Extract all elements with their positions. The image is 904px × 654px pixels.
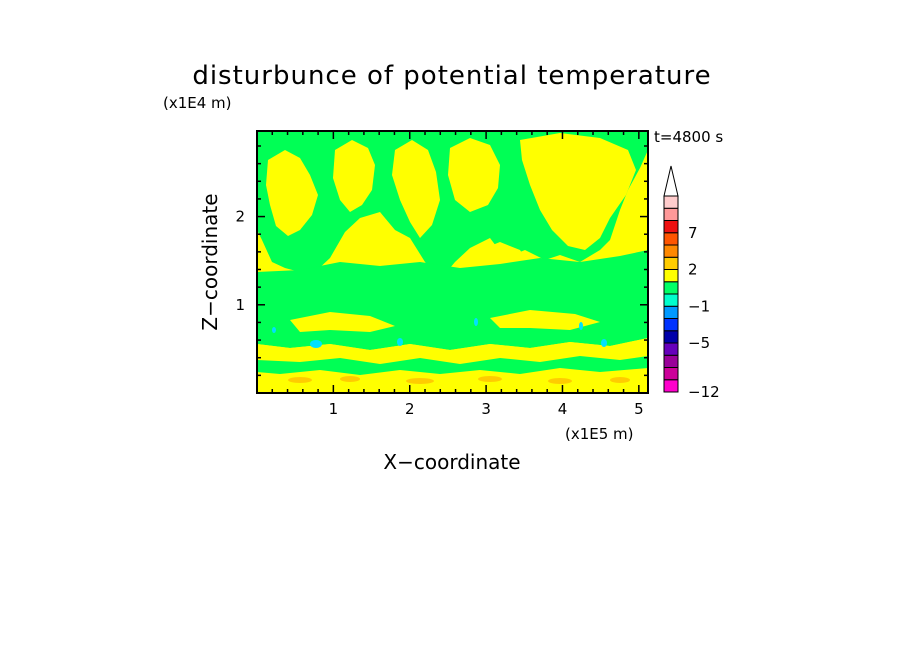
colorbar: −12−5−127: [663, 165, 720, 401]
colorbar-label: −12: [688, 383, 720, 401]
x-multiplier-label: (x1E5 m): [565, 425, 634, 443]
colorbar-swatch: [663, 281, 679, 295]
middle-yellow-streak: [490, 310, 600, 330]
x-tick-label: 2: [405, 400, 415, 418]
x-tick-label: 5: [634, 400, 644, 418]
colorbar-label: 2: [688, 261, 698, 279]
y-axis-label: Z−coordinate: [198, 193, 222, 330]
y-tick-label: 2: [235, 208, 245, 226]
colorbar-swatch: [663, 342, 679, 356]
colorbar-swatch: [663, 195, 679, 209]
x-tick-label: 1: [329, 400, 339, 418]
cool-spot: [579, 322, 583, 330]
lower-green-layer: [257, 356, 648, 375]
upper-yellow-pocket: [448, 138, 500, 212]
upper-yellow-pocket: [333, 140, 375, 212]
surface-warm-spot: [478, 376, 502, 382]
colorbar-swatch: [663, 256, 679, 270]
heatmap-field: [257, 131, 648, 393]
x-axis-label: X−coordinate: [383, 450, 520, 474]
colorbar-swatch: [663, 305, 679, 319]
surface-warm-spot: [548, 378, 572, 384]
colorbar-swatch: [663, 330, 679, 344]
colorbar-swatch: [663, 207, 679, 221]
surface-warm-spot: [406, 378, 434, 384]
x-tick-label: 4: [558, 400, 568, 418]
upper-yellow-pocket: [520, 133, 636, 250]
colorbar-label: 7: [688, 224, 698, 242]
y-axis-ticks: 12: [235, 145, 648, 377]
colorbar-swatch: [663, 379, 679, 393]
colorbar-swatch: [663, 293, 679, 307]
x-axis-ticks: 1 2 3 4 5: [271, 131, 644, 418]
middle-yellow-streak: [290, 312, 395, 332]
colorbar-swatch: [663, 318, 679, 332]
colorbar-label: −1: [688, 297, 710, 315]
colorbar-swatch: [663, 220, 679, 234]
colorbar-extend-arrow: [663, 165, 679, 197]
chart-title: disturbunce of potential temperature: [192, 61, 711, 91]
colorbar-swatch: [663, 244, 679, 258]
cool-spot: [397, 338, 403, 346]
cool-spot: [272, 327, 276, 333]
colorbar-label: −5: [688, 334, 710, 352]
colorbar-swatch: [663, 367, 679, 381]
cool-spot: [601, 339, 607, 347]
time-label: t=4800 s: [654, 128, 723, 146]
surface-warm-spot: [288, 377, 312, 383]
cool-spot: [474, 318, 478, 326]
upper-yellow-pocket: [392, 140, 440, 238]
y-multiplier-label: (x1E4 m): [163, 94, 232, 112]
colorbar-swatch: [663, 269, 679, 283]
lower-yellow-layer: [257, 338, 648, 364]
upper-yellow-pocket: [266, 150, 318, 236]
plot-frame: [256, 130, 649, 394]
colorbar-swatch: [663, 354, 679, 368]
x-tick-label: 3: [481, 400, 491, 418]
cool-spot: [310, 340, 322, 348]
surface-warm-spot: [610, 377, 630, 383]
y-tick-label: 1: [235, 296, 245, 314]
surface-warm-spot: [340, 376, 360, 382]
colorbar-swatch: [663, 232, 679, 246]
